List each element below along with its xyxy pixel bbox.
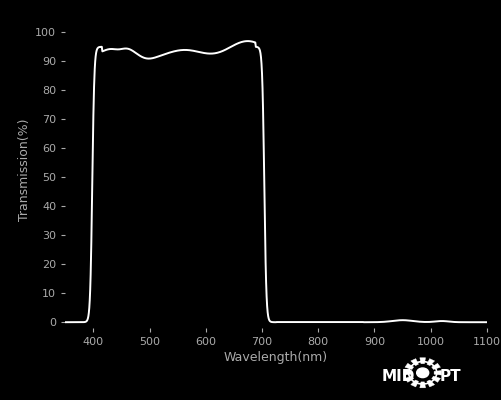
Text: PT: PT (438, 369, 460, 384)
Y-axis label: Transmission(%): Transmission(%) (18, 119, 31, 221)
Text: MID: MID (381, 369, 414, 384)
X-axis label: Wavelength(nm): Wavelength(nm) (223, 351, 328, 364)
